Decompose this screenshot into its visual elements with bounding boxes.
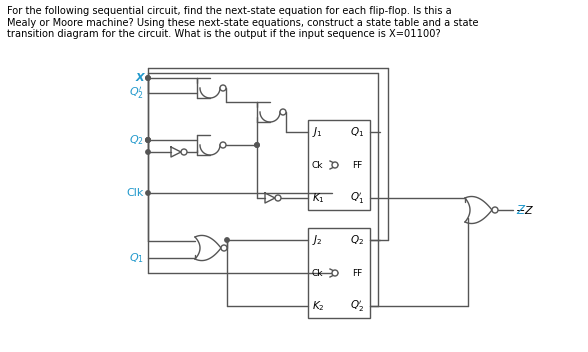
Bar (308, 120, 370, 210)
Circle shape (146, 76, 150, 80)
Bar (308, 228, 370, 318)
Text: $Q_2$: $Q_2$ (350, 233, 364, 247)
Text: $J_2$: $J_2$ (312, 233, 323, 247)
Circle shape (255, 143, 259, 147)
Circle shape (225, 238, 229, 242)
Circle shape (220, 142, 226, 148)
Circle shape (220, 85, 226, 91)
Text: $K_2$: $K_2$ (312, 299, 325, 313)
Circle shape (492, 207, 498, 213)
Circle shape (332, 270, 338, 276)
Text: $Q_2'$: $Q_2'$ (129, 85, 144, 101)
Circle shape (181, 149, 187, 155)
Circle shape (146, 191, 150, 195)
Text: $K_1$: $K_1$ (312, 191, 325, 205)
Circle shape (146, 150, 150, 154)
Text: $Q_2'$: $Q_2'$ (350, 298, 364, 314)
Circle shape (146, 138, 150, 142)
Text: X: X (135, 73, 144, 83)
Text: For the following sequential circuit, find the next-state equation for each flip: For the following sequential circuit, fi… (7, 6, 452, 16)
Circle shape (146, 76, 150, 80)
Circle shape (146, 138, 150, 142)
Text: Ck: Ck (312, 269, 323, 277)
Text: $Z$: $Z$ (516, 203, 526, 216)
Text: FF: FF (352, 161, 362, 170)
Text: $Q_2$: $Q_2$ (129, 133, 144, 147)
Text: Ck: Ck (312, 161, 323, 170)
Text: $J_1$: $J_1$ (312, 125, 323, 139)
Circle shape (275, 195, 281, 201)
Circle shape (255, 143, 259, 147)
Text: FF: FF (352, 269, 362, 277)
Text: $Q_1$: $Q_1$ (350, 125, 364, 139)
Circle shape (332, 162, 338, 168)
Circle shape (221, 245, 227, 251)
Circle shape (146, 138, 150, 142)
Text: $-Z$: $-Z$ (515, 204, 534, 216)
Text: $Q_1$: $Q_1$ (129, 251, 144, 265)
Text: Mealy or Moore machine? Using these next-state equations, construct a state tabl: Mealy or Moore machine? Using these next… (7, 18, 479, 27)
Text: $Q_1'$: $Q_1'$ (350, 190, 364, 206)
Text: transition diagram for the circuit. What is the output if the input sequence is : transition diagram for the circuit. What… (7, 29, 441, 39)
Circle shape (280, 109, 286, 115)
Text: Clk: Clk (126, 188, 144, 198)
